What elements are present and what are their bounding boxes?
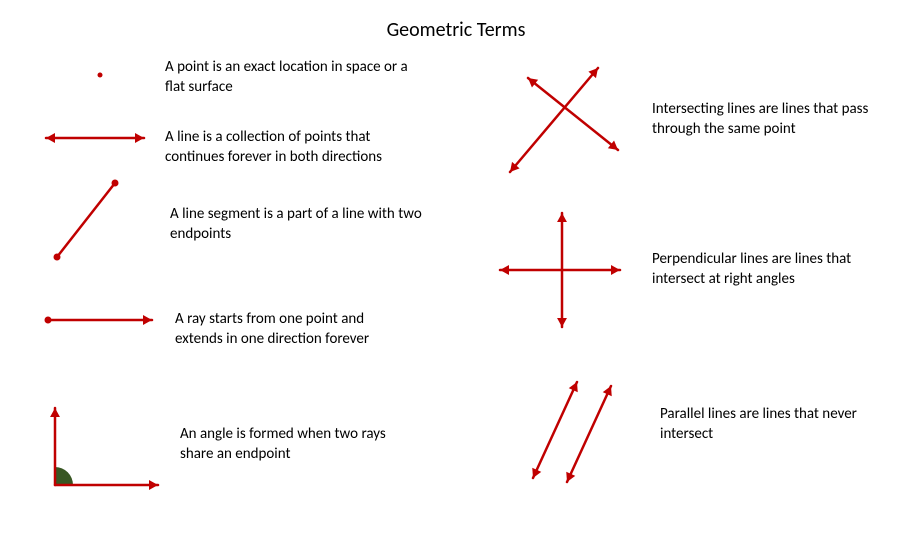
- figure-intersecting: [490, 60, 630, 180]
- figure-perpendicular: [490, 205, 630, 335]
- figure-point: [55, 60, 145, 90]
- desc-parallel: Parallel lines are lines that never inte…: [660, 405, 870, 444]
- figure-line: [40, 128, 150, 148]
- desc-perpendicular: Perpendicular lines are lines that inter…: [652, 250, 887, 289]
- figure-ray: [40, 310, 160, 330]
- desc-intersecting: Intersecting lines are lines that pass t…: [652, 100, 887, 139]
- desc-line: A line is a collection of points that co…: [165, 128, 425, 167]
- figure-parallel: [515, 370, 635, 490]
- page-title: Geometric Terms: [0, 18, 912, 42]
- figure-segment: [45, 175, 135, 265]
- desc-segment: A line segment is a part of a line with …: [170, 205, 430, 244]
- desc-angle: An angle is formed when two rays share a…: [180, 425, 420, 464]
- desc-point: A point is an exact location in space or…: [165, 58, 425, 97]
- desc-ray: A ray starts from one point and extends …: [175, 310, 415, 349]
- figure-angle: [40, 400, 170, 500]
